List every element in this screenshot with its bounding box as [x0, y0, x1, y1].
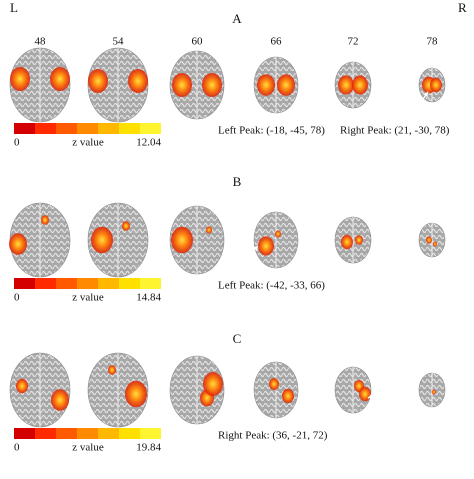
panel-label: A	[232, 11, 242, 26]
left-label: L	[10, 0, 18, 15]
colorbar-segment	[98, 428, 119, 439]
colorbar-segment	[140, 428, 161, 439]
activation	[282, 388, 294, 404]
slice-label: 72	[348, 36, 359, 48]
colorbar-segment	[140, 278, 161, 289]
activation	[430, 77, 442, 93]
colorbar-segment	[119, 428, 140, 439]
activation	[432, 389, 436, 395]
panel-label: C	[233, 331, 242, 346]
colorbar-segment	[98, 123, 119, 134]
panel-label: B	[233, 174, 242, 189]
colorbar-label: z value	[72, 137, 104, 149]
activation	[426, 236, 432, 244]
activation	[202, 73, 222, 97]
slice-label: 66	[271, 36, 283, 48]
activation	[122, 221, 130, 231]
activation	[41, 215, 49, 225]
colorbar-label: z value	[72, 442, 104, 454]
activation	[433, 241, 437, 247]
slice-label: 78	[427, 36, 439, 48]
activation	[352, 75, 368, 95]
colorbar-segment	[56, 428, 77, 439]
colorbar-min: 0	[14, 442, 20, 454]
activation	[359, 386, 371, 402]
arrow-head	[446, 89, 451, 94]
activation	[10, 67, 30, 91]
colorbar-segment	[77, 428, 98, 439]
colorbar-max: 12.04	[136, 137, 161, 149]
colorbar-segment	[119, 123, 140, 134]
activation	[338, 75, 354, 95]
colorbar-max: 19.84	[136, 442, 161, 454]
activation	[9, 233, 27, 255]
slice-label: 54	[113, 36, 125, 48]
colorbar-min: 0	[14, 137, 20, 149]
activation	[51, 389, 69, 411]
activation	[50, 67, 70, 91]
colorbar-segment	[35, 123, 56, 134]
slice-label: 48	[35, 36, 47, 48]
colorbar-segment	[119, 278, 140, 289]
activation	[258, 236, 274, 256]
arrow-head	[423, 92, 428, 97]
colorbar-label: z value	[72, 292, 104, 304]
peak-text: Left Peak: (-42, -33, 66)	[218, 280, 325, 292]
activation	[128, 69, 148, 93]
colorbar-segment	[56, 278, 77, 289]
slice-label: 60	[192, 36, 204, 48]
colorbar-segment	[14, 278, 35, 289]
colorbar-segment	[77, 278, 98, 289]
colorbar-min: 0	[14, 292, 20, 304]
peak-text: Right Peak: (36, -21, 72)	[218, 430, 328, 442]
activation	[355, 235, 363, 245]
activation	[269, 378, 279, 390]
colorbar-segment	[140, 123, 161, 134]
peak-text: Left Peak: (-18, -45, 78)	[218, 125, 325, 137]
activation	[88, 69, 108, 93]
colorbar-max: 14.84	[136, 292, 161, 304]
activation	[172, 73, 192, 97]
activation	[341, 234, 353, 250]
arrow-head	[253, 246, 258, 251]
activation	[171, 226, 193, 254]
activation	[108, 365, 116, 375]
activation	[257, 74, 275, 96]
colorbar-segment	[77, 123, 98, 134]
colorbar-segment	[14, 123, 35, 134]
colorbar-segment	[14, 428, 35, 439]
right-label: R	[458, 0, 467, 15]
activation	[91, 226, 113, 254]
activation	[206, 226, 212, 234]
peak-text: Right Peak: (21, -30, 78)	[340, 125, 450, 137]
colorbar-segment	[35, 428, 56, 439]
activation	[203, 372, 223, 396]
activation	[16, 378, 28, 394]
colorbar-segment	[35, 278, 56, 289]
arrow-head	[368, 394, 373, 399]
activation	[125, 380, 147, 408]
activation	[277, 74, 295, 96]
colorbar-segment	[56, 123, 77, 134]
colorbar-segment	[98, 278, 119, 289]
activation	[275, 230, 281, 238]
